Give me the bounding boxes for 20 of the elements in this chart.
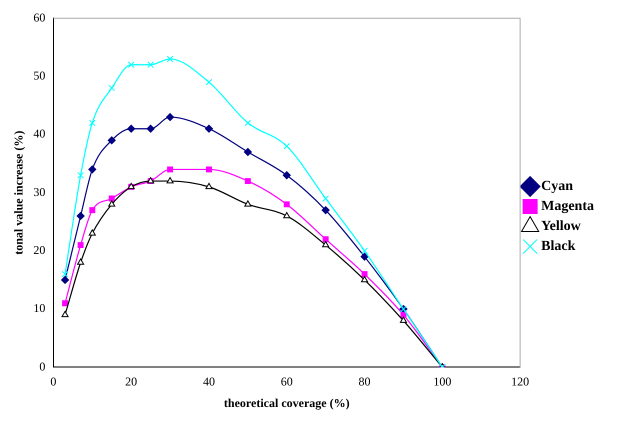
y-tick-label: 30 xyxy=(33,184,46,199)
x-tick-label: 80 xyxy=(358,374,371,389)
x-tick-label: 20 xyxy=(125,374,138,389)
legend-label: Cyan xyxy=(541,179,574,194)
y-tick-label: 40 xyxy=(33,126,46,141)
x-axis-title: theoretical coverage (%) xyxy=(224,396,350,410)
x-tick-label: 120 xyxy=(511,374,530,389)
y-tick-label: 50 xyxy=(33,68,46,83)
y-tick-label: 60 xyxy=(33,10,46,24)
y-tick-label: 10 xyxy=(33,301,46,316)
x-tick-label: 100 xyxy=(433,374,452,389)
legend-label: Magenta xyxy=(541,199,594,214)
y-axis-title: tonal value increase (%) xyxy=(11,130,26,255)
y-tick-label: 20 xyxy=(33,243,46,258)
legend-label: Black xyxy=(541,239,576,254)
y-tick-label: 0 xyxy=(39,359,46,374)
x-tick-label: 40 xyxy=(202,374,215,389)
x-tick-label: 0 xyxy=(50,374,56,389)
x-tick-label: 60 xyxy=(280,374,293,389)
legend-label: Yellow xyxy=(541,219,582,234)
